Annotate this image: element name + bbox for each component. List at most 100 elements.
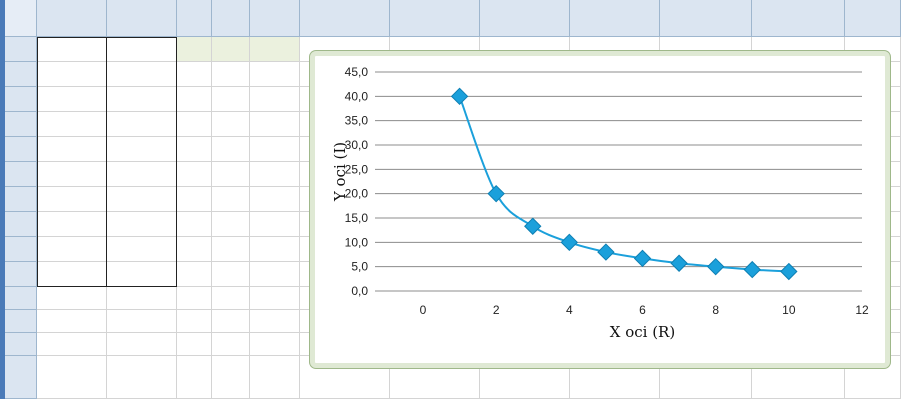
column-header-l[interactable]: [845, 0, 901, 37]
y-tick-label: 35,0: [345, 114, 369, 128]
y-tick-label: 20,0: [345, 187, 369, 201]
cell-e7[interactable]: [250, 187, 300, 212]
column-header-a[interactable]: [37, 0, 107, 37]
cell-e5[interactable]: [250, 137, 300, 162]
cell-c4[interactable]: [177, 112, 212, 137]
resistance-value: [111, 137, 173, 162]
column-header-e[interactable]: [250, 0, 300, 37]
resistance-value: [111, 287, 173, 310]
table-divider: [106, 37, 107, 287]
row-header-9[interactable]: [0, 237, 37, 262]
voltage-value: [212, 37, 246, 62]
x-tick-label: 4: [566, 303, 573, 317]
cell-c8[interactable]: [177, 212, 212, 237]
cell-d8[interactable]: [212, 212, 250, 237]
cell-d13[interactable]: [212, 333, 250, 356]
chart-panel[interactable]: 0,0 5,0 10,0 15,0 20,0 25,0 30,0 35,0 40,0 45,0 0 2…: [310, 51, 890, 368]
cell-c11[interactable]: [177, 287, 212, 310]
row-header-5[interactable]: [0, 137, 37, 162]
cell-c13[interactable]: [177, 333, 212, 356]
y-tick-label: 40,0: [345, 89, 369, 103]
cell-e2[interactable]: [250, 62, 300, 87]
column-header-k[interactable]: [752, 0, 845, 37]
row-header-filler: [0, 356, 37, 399]
column-header-f[interactable]: [300, 0, 390, 37]
row-header-12[interactable]: [0, 310, 37, 333]
cell-e6[interactable]: [250, 162, 300, 187]
row-header-7[interactable]: [0, 187, 37, 212]
cell-b12[interactable]: [107, 310, 177, 333]
column-header-b[interactable]: [107, 0, 177, 37]
cell-e11[interactable]: [250, 287, 300, 310]
cell-b13[interactable]: [107, 333, 177, 356]
cell-e12[interactable]: [250, 310, 300, 333]
cell-e10[interactable]: [250, 262, 300, 287]
cell-e8[interactable]: [250, 212, 300, 237]
row-header-3[interactable]: [0, 87, 37, 112]
cell-e13[interactable]: [250, 333, 300, 356]
cell-e4[interactable]: [250, 112, 300, 137]
row-header-4[interactable]: [0, 112, 37, 137]
y-tick-label: 15,0: [345, 211, 369, 225]
x-tick-label: 12: [855, 303, 869, 317]
cell-e14[interactable]: [250, 356, 300, 399]
x-tick-label: 0: [420, 303, 427, 317]
cell-d11[interactable]: [212, 287, 250, 310]
row-header-11[interactable]: [0, 287, 37, 310]
cell-b11[interactable]: [107, 287, 177, 310]
cell-d14[interactable]: [212, 356, 250, 399]
cell-d10[interactable]: [212, 262, 250, 287]
cell-a11[interactable]: [37, 287, 107, 310]
cell-c5[interactable]: [177, 137, 212, 162]
cell-c6[interactable]: [177, 162, 212, 187]
cell-a12[interactable]: [37, 310, 107, 333]
cell-d4[interactable]: [212, 112, 250, 137]
header-resistance: [111, 37, 173, 62]
y-tick-label: 30,0: [345, 138, 369, 152]
y-axis-title: Y oci (I): [331, 142, 349, 202]
column-header-d[interactable]: [212, 0, 250, 37]
cell-d5[interactable]: [212, 137, 250, 162]
cell-d12[interactable]: [212, 310, 250, 333]
cell-a14[interactable]: [37, 356, 107, 399]
cell-d9[interactable]: [212, 237, 250, 262]
cell-c12[interactable]: [177, 310, 212, 333]
y-tick-label: 5,0: [351, 260, 368, 274]
row-header-10[interactable]: [0, 262, 37, 287]
cell-d1[interactable]: [212, 37, 250, 62]
row-header-1[interactable]: [0, 37, 37, 62]
cell-a13[interactable]: [37, 333, 107, 356]
cell-c7[interactable]: [177, 187, 212, 212]
column-header-c[interactable]: [177, 0, 212, 37]
cell-e1[interactable]: [250, 37, 300, 62]
row-header-2[interactable]: [0, 62, 37, 87]
x-tick-label: 10: [782, 303, 796, 317]
column-header-i[interactable]: [570, 0, 660, 37]
cell-d2[interactable]: [212, 62, 250, 87]
select-all-corner[interactable]: [0, 0, 37, 37]
cell-c2[interactable]: [177, 62, 212, 87]
cell-d6[interactable]: [212, 162, 250, 187]
cell-c1[interactable]: [177, 37, 212, 62]
cell-b14[interactable]: [107, 356, 177, 399]
resistance-value: [111, 112, 173, 137]
data-point-marker: [524, 217, 542, 235]
current-value: [41, 287, 103, 310]
row-header-13[interactable]: [0, 333, 37, 356]
cell-c10[interactable]: [177, 262, 212, 287]
data-point-marker: [706, 257, 725, 276]
data-point-marker: [450, 87, 469, 106]
row-header-6[interactable]: [0, 162, 37, 187]
column-header-j[interactable]: [660, 0, 752, 37]
cell-c14[interactable]: [177, 356, 212, 399]
cell-d3[interactable]: [212, 87, 250, 112]
row-header-8[interactable]: [0, 212, 37, 237]
column-header-g[interactable]: [390, 0, 480, 37]
x-axis-title: X oci (R): [610, 323, 675, 341]
cell-e3[interactable]: [250, 87, 300, 112]
column-header-h[interactable]: [480, 0, 570, 37]
cell-e9[interactable]: [250, 237, 300, 262]
cell-d7[interactable]: [212, 187, 250, 212]
cell-c9[interactable]: [177, 237, 212, 262]
cell-c3[interactable]: [177, 87, 212, 112]
